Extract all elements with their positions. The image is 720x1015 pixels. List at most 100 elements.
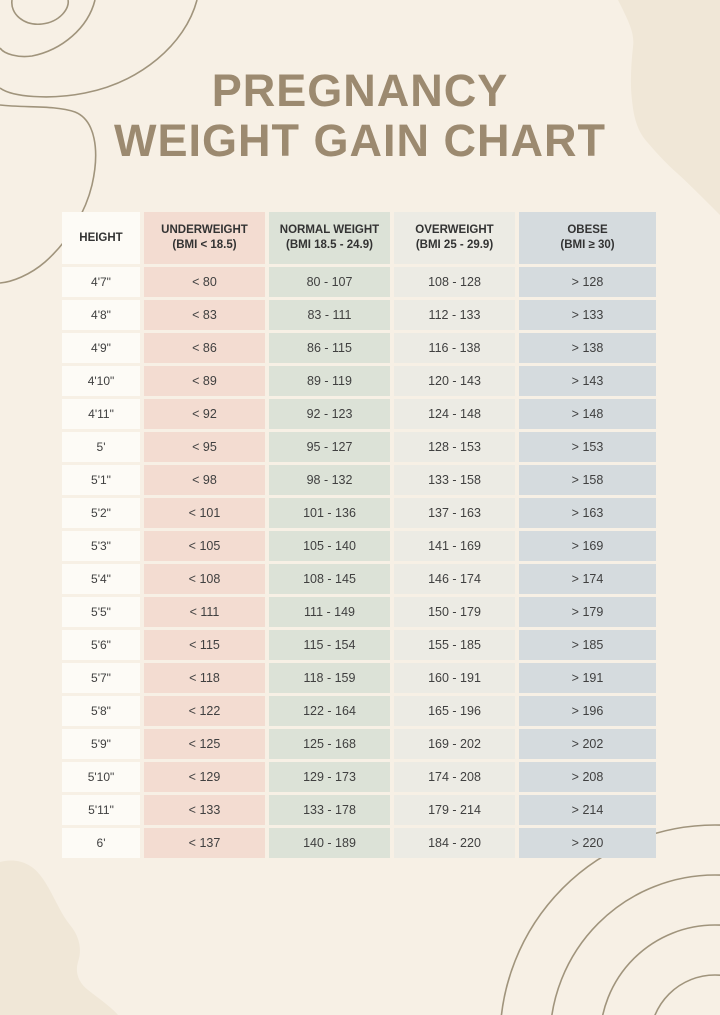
weight-range-cell: 95 - 127: [269, 432, 390, 462]
weight-range-cell: < 80: [144, 267, 265, 297]
weight-range-cell: 140 - 189: [269, 828, 390, 858]
height-cell: 4'11": [62, 399, 140, 429]
weight-range-cell: 115 - 154: [269, 630, 390, 660]
height-cell: 5'8": [62, 696, 140, 726]
column-header-sublabel: (BMI 25 - 29.9): [415, 239, 494, 251]
weight-range-cell: < 133: [144, 795, 265, 825]
weight-range-cell: < 92: [144, 399, 265, 429]
height-cell: 6': [62, 828, 140, 858]
weight-range-cell: 89 - 119: [269, 366, 390, 396]
weight-range-cell: 118 - 159: [269, 663, 390, 693]
column-header-label: HEIGHT: [79, 231, 123, 244]
weight-range-cell: 83 - 111: [269, 300, 390, 330]
weight-range-cell: < 115: [144, 630, 265, 660]
weight-range-cell: 108 - 128: [394, 267, 515, 297]
height-cell: 5'6": [62, 630, 140, 660]
column-header-sublabel: (BMI 18.5 - 24.9): [286, 239, 373, 251]
weight-range-cell: < 86: [144, 333, 265, 363]
height-cell: 5'1": [62, 465, 140, 495]
weight-range-cell: > 191: [519, 663, 656, 693]
weight-range-cell: 98 - 132: [269, 465, 390, 495]
weight-range-cell: 184 - 220: [394, 828, 515, 858]
weight-range-cell: > 196: [519, 696, 656, 726]
height-cell: 4'9": [62, 333, 140, 363]
weight-range-cell: > 185: [519, 630, 656, 660]
weight-range-cell: 165 - 196: [394, 696, 515, 726]
weight-range-cell: 141 - 169: [394, 531, 515, 561]
weight-range-cell: > 153: [519, 432, 656, 462]
weight-range-cell: > 220: [519, 828, 656, 858]
weight-range-cell: < 98: [144, 465, 265, 495]
column-header-obese: OBESE (BMI ≥ 30): [519, 212, 656, 264]
weight-range-cell: 116 - 138: [394, 333, 515, 363]
weight-range-cell: > 208: [519, 762, 656, 792]
weight-range-cell: 160 - 191: [394, 663, 515, 693]
weight-range-cell: 129 - 173: [269, 762, 390, 792]
weight-range-cell: < 89: [144, 366, 265, 396]
height-cell: 5'11": [62, 795, 140, 825]
weight-range-cell: 146 - 174: [394, 564, 515, 594]
weight-range-cell: 120 - 143: [394, 366, 515, 396]
weight-range-cell: 111 - 149: [269, 597, 390, 627]
weight-range-cell: < 137: [144, 828, 265, 858]
weight-range-cell: 80 - 107: [269, 267, 390, 297]
weight-range-cell: > 169: [519, 531, 656, 561]
weight-range-cell: 128 - 153: [394, 432, 515, 462]
blob-bottom-left: [0, 860, 118, 1015]
column-header-underweight: UNDERWEIGHT (BMI < 18.5): [144, 212, 265, 264]
height-cell: 4'7": [62, 267, 140, 297]
column-header-overweight: OVERWEIGHT (BMI 25 - 29.9): [394, 212, 515, 264]
page-title: PREGNANCY WEIGHT GAIN CHART: [0, 66, 720, 165]
weight-range-cell: 179 - 214: [394, 795, 515, 825]
height-cell: 5'10": [62, 762, 140, 792]
weight-range-cell: 124 - 148: [394, 399, 515, 429]
weight-range-cell: < 111: [144, 597, 265, 627]
weight-range-cell: < 101: [144, 498, 265, 528]
weight-range-cell: 112 - 133: [394, 300, 515, 330]
column-header-label: UNDERWEIGHT: [161, 224, 248, 237]
weight-range-cell: > 214: [519, 795, 656, 825]
weight-range-cell: 155 - 185: [394, 630, 515, 660]
weight-range-cell: > 174: [519, 564, 656, 594]
weight-range-cell: 92 - 123: [269, 399, 390, 429]
column-header-sublabel: (BMI < 18.5): [172, 239, 237, 251]
weight-range-cell: > 202: [519, 729, 656, 759]
weight-range-cell: < 108: [144, 564, 265, 594]
weight-range-cell: 137 - 163: [394, 498, 515, 528]
weight-range-cell: 108 - 145: [269, 564, 390, 594]
height-cell: 5'7": [62, 663, 140, 693]
weight-range-cell: > 148: [519, 399, 656, 429]
weight-range-cell: < 125: [144, 729, 265, 759]
column-header-label: OVERWEIGHT: [415, 224, 494, 237]
height-cell: 4'10": [62, 366, 140, 396]
height-cell: 5'4": [62, 564, 140, 594]
weight-range-cell: > 128: [519, 267, 656, 297]
height-cell: 5'5": [62, 597, 140, 627]
weight-range-cell: < 118: [144, 663, 265, 693]
page-title-line1: PREGNANCY: [211, 65, 509, 116]
weight-range-cell: > 158: [519, 465, 656, 495]
weight-range-cell: 169 - 202: [394, 729, 515, 759]
weight-range-cell: 133 - 178: [269, 795, 390, 825]
weight-range-cell: < 105: [144, 531, 265, 561]
weight-range-cell: 86 - 115: [269, 333, 390, 363]
column-header-sublabel: (BMI ≥ 30): [560, 239, 615, 251]
column-header-height: HEIGHT: [62, 212, 140, 264]
weight-range-cell: 105 - 140: [269, 531, 390, 561]
page-title-line2: WEIGHT GAIN CHART: [114, 114, 606, 166]
weight-range-cell: 101 - 136: [269, 498, 390, 528]
column-header-label: NORMAL WEIGHT: [279, 224, 380, 237]
weight-range-cell: 122 - 164: [269, 696, 390, 726]
weight-range-cell: 133 - 158: [394, 465, 515, 495]
column-header-label: OBESE: [567, 224, 608, 237]
weight-range-cell: > 133: [519, 300, 656, 330]
height-cell: 4'8": [62, 300, 140, 330]
weight-range-cell: > 163: [519, 498, 656, 528]
weight-range-cell: < 95: [144, 432, 265, 462]
column-header-normal-weight: NORMAL WEIGHT (BMI 18.5 - 24.9): [269, 212, 390, 264]
height-cell: 5'3": [62, 531, 140, 561]
weight-range-cell: < 83: [144, 300, 265, 330]
weight-range-cell: 125 - 168: [269, 729, 390, 759]
height-cell: 5'2": [62, 498, 140, 528]
